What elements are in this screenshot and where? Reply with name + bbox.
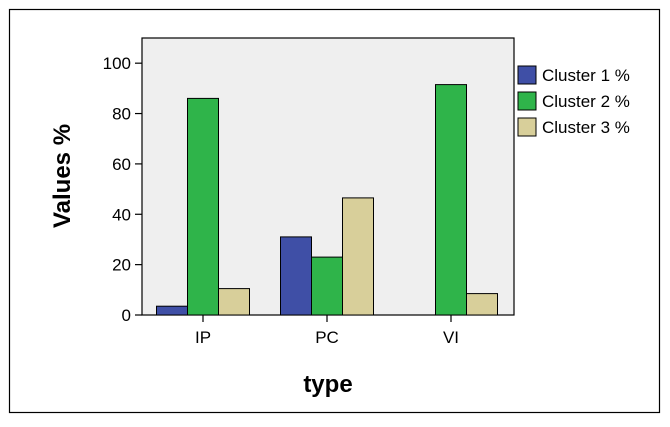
legend-label: Cluster 1 % <box>542 66 630 85</box>
bar-ip-series-2 <box>187 97 219 316</box>
x-axis-title: type <box>303 371 352 398</box>
x-tick-label: PC <box>315 328 339 347</box>
bar-pc-series-3 <box>342 197 374 316</box>
legend: Cluster 1 % Cluster 2 % Cluster 3 % <box>517 65 630 137</box>
bar-pc-series-2 <box>311 256 343 316</box>
bar-vi-series-3 <box>466 293 498 316</box>
bar-ip-series-1 <box>156 305 188 316</box>
bar-ip-series-3 <box>218 288 250 316</box>
x-axis: IP PC VI <box>195 315 459 347</box>
x-tick-label: IP <box>195 328 211 347</box>
y-tick-label: 0 <box>122 306 131 325</box>
bars-layer <box>156 84 498 316</box>
y-axis: 0 20 40 60 80 100 <box>103 54 142 325</box>
y-tick-label: 40 <box>112 205 131 224</box>
legend-label: Cluster 3 % <box>542 118 630 137</box>
bar-pc-series-1 <box>280 236 312 316</box>
x-tick-label: VI <box>443 328 459 347</box>
legend-label: Cluster 2 % <box>542 92 630 111</box>
y-tick-label: 60 <box>112 155 131 174</box>
legend-swatch <box>517 117 537 137</box>
bar-vi-series-2 <box>435 84 467 316</box>
y-axis-title: Values % <box>49 124 76 228</box>
legend-swatch <box>517 91 537 111</box>
y-tick-label: 20 <box>112 256 131 275</box>
legend-swatch <box>517 65 537 85</box>
y-tick-label: 100 <box>103 54 131 73</box>
y-tick-label: 80 <box>112 105 131 124</box>
